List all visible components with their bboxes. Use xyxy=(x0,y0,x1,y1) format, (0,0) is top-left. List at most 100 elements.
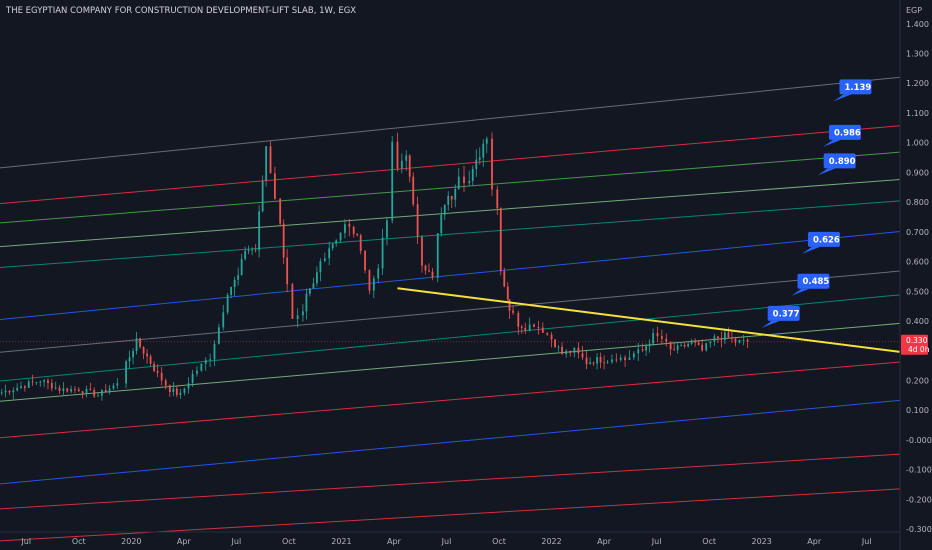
candle-body xyxy=(648,343,651,347)
channel-line-4 xyxy=(0,200,901,268)
candle-body xyxy=(440,214,443,234)
x-tick-label: Jul xyxy=(651,537,662,546)
candle-body xyxy=(8,390,11,393)
price-tag-background xyxy=(901,334,928,355)
candle-body xyxy=(291,284,294,319)
channel-line-3 xyxy=(0,179,901,248)
candle-body xyxy=(491,138,493,190)
candle-body xyxy=(240,259,243,276)
candle-body xyxy=(396,141,399,169)
candle-body xyxy=(381,237,384,269)
candle-body xyxy=(697,342,700,345)
candle-body xyxy=(27,381,30,388)
candle-body xyxy=(463,176,465,184)
callout-box xyxy=(797,273,830,289)
x-tick-label: 2023 xyxy=(751,537,771,546)
candle-body xyxy=(615,359,618,361)
callout-box xyxy=(767,305,800,321)
candle-body xyxy=(261,180,264,212)
candle-body xyxy=(183,388,186,393)
candle-body xyxy=(421,237,423,266)
candle-body xyxy=(524,327,527,331)
channel-line-11 xyxy=(0,453,901,510)
candle-body xyxy=(128,357,131,362)
candle-body xyxy=(226,295,229,313)
x-tick-label: Oct xyxy=(492,537,506,546)
candle-body xyxy=(589,362,591,365)
candle-body xyxy=(4,390,7,393)
candle-body xyxy=(23,386,26,388)
candle-body xyxy=(690,340,693,344)
candle-body xyxy=(641,349,644,351)
candle-body xyxy=(537,327,540,328)
candle-body xyxy=(554,339,556,348)
candle-body xyxy=(656,332,659,337)
candle-body xyxy=(454,188,457,200)
candle-body xyxy=(93,389,96,397)
candle-body xyxy=(101,390,103,396)
candle-body xyxy=(428,270,430,272)
candle-body xyxy=(344,224,346,233)
candle-body xyxy=(503,271,506,287)
y-tick-label: 1.200 xyxy=(906,79,929,88)
channel-line-1 xyxy=(0,125,901,205)
callout-box xyxy=(839,79,872,95)
candle-body xyxy=(187,383,190,389)
candle-body xyxy=(368,270,371,291)
callout-label: 0.485 xyxy=(802,277,829,287)
candle-body xyxy=(309,288,311,294)
candle-body xyxy=(561,346,563,355)
callout-label: 0.377 xyxy=(773,309,800,319)
candle-body xyxy=(585,357,588,365)
time-axis[interactable]: Jul Oct 2020 Apr Jul Oct 2021 Apr Jul Oct 2022 Apr J… xyxy=(20,537,871,546)
channel-line-10 xyxy=(0,399,901,485)
y-tick-label: -0.200 xyxy=(906,495,932,504)
candle-body xyxy=(328,248,331,259)
candle-body xyxy=(348,224,351,227)
candle-body xyxy=(734,338,737,343)
candle-body xyxy=(50,382,53,389)
y-tick-label: 0.500 xyxy=(906,287,929,296)
x-tick-label: Apr xyxy=(597,537,612,546)
y-tick-label: 0.400 xyxy=(906,317,929,326)
candle-body xyxy=(135,338,138,352)
candle-body xyxy=(139,338,141,348)
candle-body xyxy=(0,392,3,394)
candle-body xyxy=(391,141,394,221)
candle-body xyxy=(302,311,304,316)
candle-body xyxy=(77,389,80,392)
price-tag-value: 0.330 xyxy=(906,336,928,345)
candle-body xyxy=(279,198,282,224)
candle-body xyxy=(149,356,152,364)
candle-body xyxy=(12,390,15,393)
callout-pointer xyxy=(822,139,841,147)
candle-body xyxy=(475,159,478,169)
callout-pointer xyxy=(801,246,820,254)
candle-body xyxy=(447,195,450,205)
candle-body xyxy=(319,261,322,273)
x-tick-label: 2022 xyxy=(541,537,561,546)
candle-body xyxy=(191,373,194,384)
candle-body xyxy=(517,312,520,327)
x-tick-label: Apr xyxy=(387,537,402,546)
candle-body xyxy=(599,357,602,363)
candle-body xyxy=(269,146,272,174)
y-tick-label: -0.300 xyxy=(906,525,932,534)
y-tick-label: 0.600 xyxy=(906,258,929,267)
candle-body xyxy=(592,362,595,364)
candle-body xyxy=(200,363,203,371)
callout-box xyxy=(823,153,856,169)
candle-body xyxy=(132,351,134,358)
candle-body xyxy=(230,287,233,296)
candle-body xyxy=(606,361,609,363)
candle-body xyxy=(731,337,733,339)
channel-line-8 xyxy=(0,322,901,402)
candle-body xyxy=(222,312,225,328)
candle-body xyxy=(58,387,61,391)
candle-body xyxy=(408,155,411,177)
candle-body xyxy=(716,336,719,339)
channel-lines xyxy=(0,76,901,542)
candle-body xyxy=(405,155,408,161)
candle-body xyxy=(506,286,509,300)
